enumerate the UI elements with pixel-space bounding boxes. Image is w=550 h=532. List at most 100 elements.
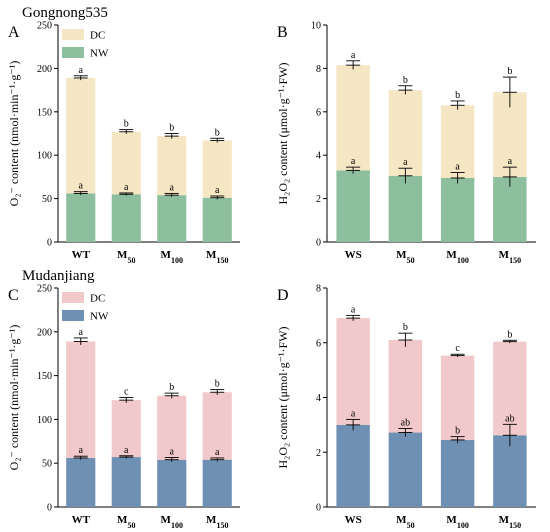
legend-label: DC xyxy=(90,30,105,42)
x-tick-label: M100 xyxy=(161,514,183,530)
y-tick-label: 250 xyxy=(37,284,52,295)
panel-letter: B xyxy=(277,24,288,41)
x-tick-label: M100 xyxy=(161,249,183,265)
significance-letter: b xyxy=(403,75,408,86)
significance-letter: b xyxy=(403,322,408,333)
bar-dc xyxy=(202,392,232,460)
bar-nw xyxy=(202,459,232,507)
y-tick-label: 4 xyxy=(316,393,321,404)
chart-panel-d: 0 2 4 6 8 a a WS ab b M50 b c M100 ab b M150 H₂O₂ content… xyxy=(276,284,536,530)
significance-letter: a xyxy=(170,447,175,458)
significance-letter: a xyxy=(351,408,356,419)
significance-letter: a xyxy=(351,304,356,315)
x-tick-label: WT xyxy=(72,514,91,526)
y-tick-label: 50 xyxy=(42,194,52,205)
bar-dc xyxy=(157,136,187,196)
bar-dc xyxy=(111,131,141,195)
significance-letter: b xyxy=(124,119,129,130)
significance-letter: ab xyxy=(401,417,410,428)
bar-nw xyxy=(493,435,527,507)
significance-letter: a xyxy=(403,157,408,168)
x-tick-label: M150 xyxy=(499,249,521,265)
bar-nw xyxy=(336,424,370,507)
bar-nw xyxy=(66,457,96,507)
bar-nw xyxy=(388,175,423,242)
significance-letter: a xyxy=(215,185,220,196)
bar-dc xyxy=(111,400,141,458)
significance-letter: a xyxy=(79,181,84,192)
x-tick-label: M150 xyxy=(206,514,228,530)
significance-letter: c xyxy=(455,343,460,354)
bar-dc xyxy=(493,341,527,436)
y-tick-label: 8 xyxy=(316,64,321,75)
cultivar-title: Mudanjiang xyxy=(22,268,95,284)
bar-dc xyxy=(66,341,96,458)
significance-letter: c xyxy=(124,387,129,398)
bar-nw xyxy=(157,195,187,242)
y-axis-label: H₂O₂ content (μmol·g⁻¹·FW) xyxy=(276,62,290,204)
x-tick-label: M50 xyxy=(396,514,414,530)
y-tick-label: 100 xyxy=(37,415,52,426)
significance-letter: a xyxy=(170,182,175,193)
y-tick-label: 6 xyxy=(316,107,321,118)
panel-letter: D xyxy=(277,287,289,304)
bar-dc xyxy=(336,65,370,171)
significance-letter: b xyxy=(507,329,512,340)
panel-letter: A xyxy=(8,24,20,41)
legend-label: DC xyxy=(90,293,105,305)
significance-letter: a xyxy=(351,156,356,167)
significance-letter: a xyxy=(79,445,84,456)
y-tick-label: 0 xyxy=(47,503,52,514)
y-tick-label: 0 xyxy=(47,238,52,249)
y-axis-label: O₂⁻ content (nmol·min⁻¹·g⁻¹) xyxy=(7,325,21,471)
y-axis-label: H₂O₂ content (μmol·g⁻¹·FW) xyxy=(276,326,290,468)
y-tick-label: 10 xyxy=(311,21,321,32)
y-tick-label: 2 xyxy=(316,448,321,459)
legend-swatch xyxy=(62,47,84,58)
y-tick-label: 0 xyxy=(316,238,321,249)
chart-panel-b: 0 2 4 6 8 10 a a WS a b M50 a b M100 a b M150 H₂O₂ content… xyxy=(276,21,536,265)
bar-nw xyxy=(388,432,423,507)
x-tick-label: WT xyxy=(72,249,91,261)
y-tick-label: 150 xyxy=(37,107,52,118)
significance-letter: a xyxy=(351,50,356,61)
y-tick-label: 8 xyxy=(316,284,321,295)
significance-letter: a xyxy=(79,327,84,338)
bar-dc xyxy=(202,140,232,198)
x-tick-label: WS xyxy=(345,249,362,261)
bar-nw xyxy=(440,177,475,242)
significance-letter: b xyxy=(169,123,174,134)
bar-nw xyxy=(202,197,232,242)
y-tick-label: 200 xyxy=(37,327,52,338)
y-tick-label: 200 xyxy=(37,64,52,75)
y-tick-label: 0 xyxy=(316,503,321,514)
legend-swatch xyxy=(62,29,84,40)
bar-dc xyxy=(66,77,96,194)
significance-letter: a xyxy=(79,65,84,76)
cultivar-title: Gongnong535 xyxy=(22,5,108,21)
bar-nw xyxy=(66,193,96,242)
x-tick-label: M100 xyxy=(446,514,468,530)
x-tick-label: M50 xyxy=(117,514,135,530)
bar-nw xyxy=(157,459,187,507)
x-tick-label: M150 xyxy=(499,514,521,530)
significance-letter: a xyxy=(455,162,460,173)
y-axis-label: O₂⁻ content (nmol·min⁻¹·g⁻¹) xyxy=(7,61,21,207)
significance-letter: b xyxy=(507,66,512,77)
y-tick-label: 50 xyxy=(42,459,52,470)
bar-dc xyxy=(440,105,475,178)
y-tick-label: 100 xyxy=(37,151,52,162)
significance-letter: b xyxy=(455,426,460,437)
y-tick-label: 150 xyxy=(37,371,52,382)
x-tick-label: M50 xyxy=(117,249,135,265)
x-tick-label: M100 xyxy=(446,249,468,265)
bar-dc xyxy=(388,90,423,176)
bar-dc xyxy=(388,340,423,433)
significance-letter: b xyxy=(455,90,460,101)
legend-label: NW xyxy=(90,311,109,323)
bar-dc xyxy=(157,395,187,460)
y-tick-label: 6 xyxy=(316,338,321,349)
legend-label: NW xyxy=(90,48,109,60)
legend: DC NW xyxy=(62,29,109,60)
panel-letter: C xyxy=(8,287,19,304)
